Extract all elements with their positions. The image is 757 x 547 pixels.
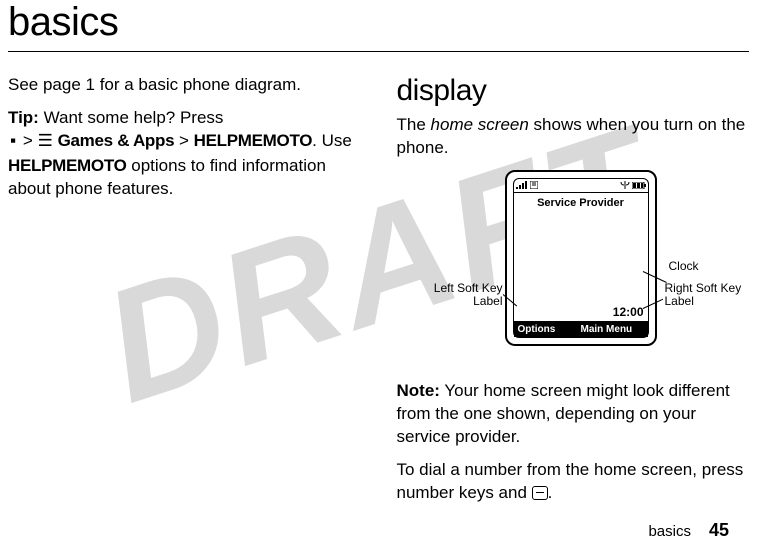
service-provider-label: Service Provider: [514, 197, 648, 209]
page-title: basics: [8, 0, 749, 52]
phone-frame: Service Provider 12:00 Options Main Menu: [505, 170, 657, 346]
p2b: .: [548, 483, 553, 502]
nav-games: Games & Apps: [58, 131, 175, 150]
send-key-icon: [532, 486, 548, 500]
callout-left-b: Label: [473, 294, 502, 308]
center-key-icon: ▪: [8, 133, 18, 152]
note-label: Note:: [397, 381, 440, 400]
home-screen-term: home screen: [431, 115, 529, 134]
nav-helpmemoto: HELPMEMOTO: [194, 131, 313, 150]
phone-screen-body: Service Provider 12:00: [514, 193, 648, 321]
footer-section-label: basics: [648, 523, 691, 540]
network-icon: [620, 181, 630, 189]
softkey-left-label: Options: [514, 324, 581, 335]
display-intro: The home screen shows when you turn on t…: [397, 114, 750, 160]
p2a: To dial a number from the home screen, p…: [397, 460, 744, 502]
right-column: display The home screen shows when you t…: [397, 74, 750, 515]
tip-label: Tip:: [8, 108, 39, 127]
callout-right-b: Label: [665, 294, 694, 308]
dial-paragraph: To dial a number from the home screen, p…: [397, 459, 750, 505]
callout-clock: Clock: [669, 260, 699, 273]
callout-left-a: Left Soft Key: [434, 281, 503, 295]
status-bar: [514, 179, 648, 193]
helpmemoto-ref: HELPMEMOTO: [8, 156, 127, 175]
phone-diagram: Service Provider 12:00 Options Main Menu…: [397, 170, 737, 370]
tip-paragraph: Tip: Want some help? Press ▪ > ☰ Games &…: [8, 107, 361, 201]
clock-value: 12:00: [613, 305, 644, 319]
footer-page-number: 45: [709, 520, 729, 540]
phone-screen-frame: Service Provider 12:00 Options Main Menu: [513, 178, 649, 338]
callout-right-a: Right Soft Key: [665, 281, 742, 295]
note-paragraph: Note: Your home screen might look differ…: [397, 380, 750, 449]
display-heading: display: [397, 74, 750, 108]
intro-paragraph: See page 1 for a basic phone diagram.: [8, 74, 361, 97]
callout-left-softkey: Left Soft Key Label: [421, 282, 503, 308]
callout-right-softkey: Right Soft Key Label: [665, 282, 747, 308]
p1a: The: [397, 115, 431, 134]
page-footer: basics 45: [648, 520, 729, 541]
softkey-bar: Options Main Menu: [514, 321, 648, 337]
games-icon: ☰: [38, 133, 53, 152]
data-icon: [530, 181, 538, 189]
battery-icon: [632, 182, 646, 189]
tip-text-2: . Use: [312, 131, 352, 150]
signal-icon: [516, 181, 528, 189]
left-column: See page 1 for a basic phone diagram. Ti…: [8, 74, 361, 515]
tip-text-1: Want some help? Press: [39, 108, 224, 127]
softkey-right-label: Main Menu: [581, 324, 648, 335]
note-text: Your home screen might look different fr…: [397, 381, 730, 446]
